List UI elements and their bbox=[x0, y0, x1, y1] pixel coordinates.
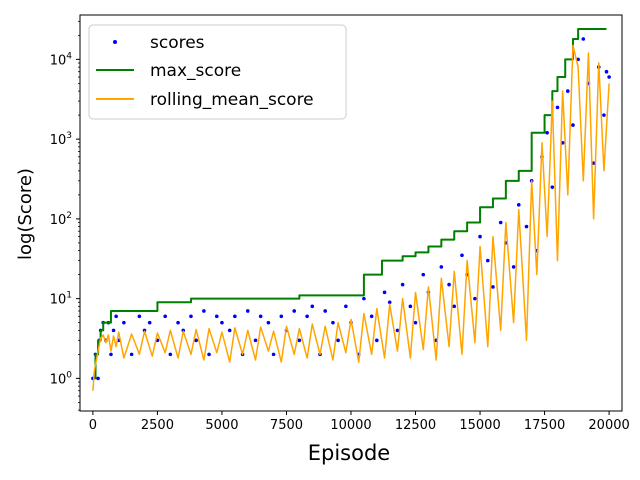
point-scores bbox=[207, 352, 211, 357]
point-scores bbox=[447, 282, 451, 287]
point-scores bbox=[176, 320, 180, 325]
point-scores bbox=[478, 234, 482, 239]
line-rolling-mean-score bbox=[92, 44, 610, 391]
point-scores bbox=[305, 314, 309, 319]
y-tick-label: 104 bbox=[50, 51, 73, 68]
point-scores bbox=[604, 69, 609, 74]
point-scores bbox=[297, 338, 302, 343]
point-scores bbox=[362, 296, 366, 301]
point-scores bbox=[387, 300, 392, 305]
legend-marker-scores bbox=[113, 40, 117, 44]
point-scores bbox=[607, 75, 611, 79]
y-axis-label: log(Score) bbox=[15, 168, 36, 260]
point-scores bbox=[233, 314, 237, 319]
point-scores bbox=[516, 203, 521, 207]
point-scores bbox=[524, 224, 529, 229]
y-tick-label: 100 bbox=[50, 370, 73, 387]
x-tick-label: 12500 bbox=[395, 418, 436, 433]
y-axis: 100 101 102 103 104 bbox=[50, 20, 80, 411]
point-scores bbox=[137, 314, 142, 319]
point-scores bbox=[253, 338, 258, 343]
point-scores bbox=[266, 320, 271, 325]
point-scores bbox=[96, 376, 100, 381]
x-tick-label: 5000 bbox=[205, 418, 238, 433]
point-scores bbox=[129, 352, 134, 357]
point-scores bbox=[545, 131, 549, 135]
point-scores bbox=[227, 328, 232, 333]
legend-label-max-score: max_score bbox=[150, 61, 241, 81]
point-scores bbox=[473, 296, 477, 301]
point-scores bbox=[147, 320, 152, 325]
point-scores bbox=[369, 314, 374, 319]
point-scores bbox=[258, 314, 263, 319]
legend-label-scores: scores bbox=[150, 33, 205, 53]
point-scores bbox=[602, 113, 606, 117]
point-scores bbox=[245, 309, 250, 313]
point-scores bbox=[591, 161, 596, 165]
point-scores bbox=[452, 304, 457, 309]
point-scores bbox=[498, 220, 503, 225]
point-scores bbox=[310, 304, 315, 309]
point-scores bbox=[571, 123, 575, 127]
point-scores bbox=[491, 285, 495, 289]
point-scores bbox=[194, 338, 198, 343]
point-scores bbox=[114, 314, 118, 319]
point-scores bbox=[413, 320, 418, 325]
point-scores bbox=[344, 304, 348, 309]
x-axis-label: Episode bbox=[308, 441, 390, 465]
point-scores bbox=[336, 338, 340, 343]
point-scores bbox=[292, 309, 297, 313]
point-scores bbox=[439, 265, 444, 269]
point-scores bbox=[163, 314, 167, 319]
y-tick-label: 101 bbox=[50, 291, 72, 308]
point-scores bbox=[555, 105, 560, 110]
point-scores bbox=[400, 282, 405, 287]
point-scores bbox=[408, 304, 413, 309]
point-scores bbox=[168, 352, 173, 357]
point-scores bbox=[111, 328, 116, 333]
point-scores bbox=[189, 314, 193, 319]
legend-frame bbox=[88, 24, 347, 120]
point-scores bbox=[109, 352, 113, 357]
x-tick-label: 2500 bbox=[141, 418, 174, 433]
point-scores bbox=[566, 89, 570, 93]
point-scores bbox=[202, 309, 206, 313]
x-axis: 0 2500 5000 7500 10000 12500 15000 17500 20000 bbox=[89, 411, 630, 433]
point-scores bbox=[550, 185, 555, 189]
point-scores bbox=[214, 314, 219, 319]
x-tick-label: 10000 bbox=[330, 418, 371, 433]
point-scores bbox=[331, 320, 335, 325]
point-scores bbox=[323, 309, 327, 313]
point-scores bbox=[581, 37, 586, 41]
x-tick-label: 20000 bbox=[588, 418, 629, 433]
point-scores bbox=[220, 320, 224, 325]
point-scores bbox=[382, 290, 387, 295]
y-tick-label: 103 bbox=[50, 131, 72, 148]
point-scores bbox=[279, 314, 284, 319]
point-scores bbox=[122, 320, 126, 325]
point-scores bbox=[485, 258, 490, 263]
legend-label-rolling-mean: rolling_mean_score bbox=[150, 90, 314, 110]
point-scores bbox=[421, 272, 426, 277]
plot-area bbox=[91, 28, 611, 391]
point-scores bbox=[271, 352, 276, 357]
x-tick-label: 0 bbox=[89, 418, 97, 433]
point-scores bbox=[511, 265, 516, 269]
point-scores bbox=[460, 253, 464, 258]
point-scores bbox=[142, 328, 147, 333]
x-tick-label: 7500 bbox=[270, 418, 303, 433]
point-scores bbox=[375, 338, 379, 343]
point-scores bbox=[395, 328, 400, 333]
point-scores bbox=[181, 328, 186, 333]
x-tick-label: 17500 bbox=[524, 418, 565, 433]
legend: scores max_score rolling_mean_score bbox=[88, 24, 347, 120]
x-tick-label: 15000 bbox=[459, 418, 500, 433]
y-tick-label: 102 bbox=[50, 211, 72, 228]
